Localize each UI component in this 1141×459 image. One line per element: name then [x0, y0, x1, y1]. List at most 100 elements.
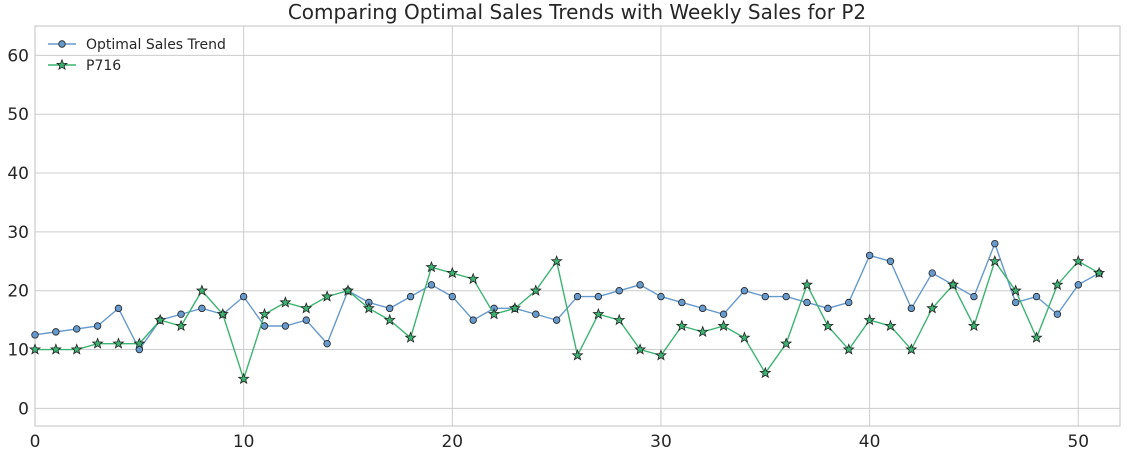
x-tick-label: 40 [859, 432, 881, 452]
y-tick-label: 30 [7, 223, 29, 243]
data-point [216, 307, 229, 320]
data-point [988, 254, 1001, 267]
y-tick-label: 10 [7, 341, 29, 361]
data-point [1011, 298, 1020, 307]
data-point [279, 296, 292, 308]
legend-marker [55, 58, 69, 71]
data-point [404, 331, 417, 343]
data-point [550, 254, 563, 267]
data-point [237, 372, 250, 385]
legend-item: Optimal Sales Trend [48, 37, 226, 53]
data-point [1093, 266, 1106, 279]
series-2 [28, 254, 1106, 385]
data-point [654, 349, 667, 361]
y-tick-label: 50 [7, 105, 29, 125]
data-point [469, 316, 477, 324]
x-tick-label: 50 [1067, 432, 1089, 452]
data-point [738, 331, 751, 343]
data-point [719, 310, 728, 318]
data-point [114, 304, 123, 313]
data-point [467, 272, 480, 285]
legend: Optimal Sales Trend P716 [48, 37, 226, 74]
series-layer [28, 239, 1106, 385]
data-point [28, 343, 42, 355]
plot-area-frame [34, 25, 1121, 427]
data-point [615, 287, 623, 295]
data-point [508, 302, 521, 314]
data-point [154, 313, 167, 326]
data-point [1009, 284, 1022, 296]
data-point [177, 310, 185, 318]
data-point [488, 307, 501, 320]
data-point [905, 343, 918, 355]
data-point [1074, 281, 1082, 289]
data-point [675, 319, 688, 332]
data-point [1032, 292, 1041, 301]
data-point [886, 257, 895, 265]
data-point [52, 328, 60, 336]
grid [34, 26, 1120, 426]
data-point [782, 292, 790, 301]
data-point [1051, 278, 1064, 290]
legend-marker [58, 40, 66, 48]
data-point [49, 343, 62, 355]
data-point [947, 278, 960, 290]
chart-title: Comparing Optimal Sales Trends with Week… [288, 0, 866, 24]
data-point [112, 337, 125, 349]
data-point [1030, 331, 1043, 343]
legend-item: P716 [48, 58, 121, 74]
data-point [636, 281, 644, 289]
data-point [780, 337, 793, 349]
data-point [824, 304, 832, 313]
x-tick-label: 30 [650, 432, 672, 452]
data-point [928, 269, 936, 277]
data-point [717, 319, 730, 332]
data-point [678, 298, 686, 307]
data-point [91, 337, 104, 349]
data-point [362, 302, 375, 314]
data-point [300, 302, 313, 314]
data-point [321, 290, 334, 302]
data-point [93, 322, 102, 330]
x-axis-ticks: 0 10 20 30 40 50 [30, 432, 1090, 452]
data-point [657, 292, 665, 301]
x-tick-label: 0 [30, 432, 41, 452]
data-point [592, 307, 605, 320]
data-point [260, 322, 269, 330]
data-point [341, 284, 355, 296]
data-point [302, 316, 310, 324]
data-point [195, 284, 208, 296]
x-tick-label: 20 [441, 432, 463, 452]
data-point [427, 281, 436, 289]
legend-label: P716 [86, 58, 121, 74]
data-point [863, 313, 876, 326]
data-point [740, 287, 749, 295]
data-point [800, 278, 814, 290]
data-point [31, 331, 39, 339]
data-point [761, 292, 769, 301]
data-point [70, 343, 83, 355]
data-point [529, 284, 542, 296]
data-point [759, 366, 772, 379]
data-point [634, 343, 647, 355]
data-point [884, 319, 897, 332]
data-point [821, 319, 834, 332]
data-point [258, 307, 271, 320]
y-axis-ticks: 0 10 20 30 40 50 60 [7, 46, 29, 419]
y-tick-label: 40 [7, 164, 29, 184]
data-point [175, 319, 188, 332]
data-point [425, 260, 438, 273]
data-point [73, 325, 81, 333]
legend-label: Optimal Sales Trend [86, 37, 226, 53]
data-point [386, 304, 394, 313]
data-point [698, 304, 707, 313]
y-tick-label: 20 [7, 282, 29, 302]
data-point [1053, 310, 1062, 318]
data-point [133, 337, 146, 349]
data-point [573, 292, 582, 301]
data-point [991, 239, 999, 248]
data-point [406, 292, 415, 301]
data-point [594, 292, 603, 301]
